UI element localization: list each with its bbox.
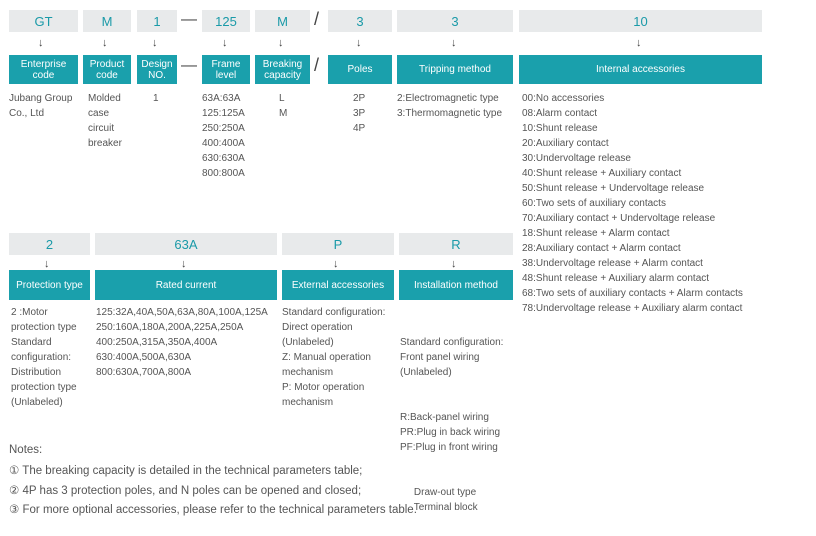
internal-accessories-list: 00:No accessories 08:Alarm contact 10:Shun…	[522, 93, 743, 314]
poles-list: 2P 3P 4P	[353, 93, 366, 134]
rated-current-list: 125:32A,40A,50A,63A,80A,100A,125A 250:160…	[96, 307, 268, 378]
note-item: ② 4P has 3 protection poles, and N poles…	[9, 485, 362, 497]
code-design: 1	[137, 10, 177, 32]
frame-level-list: 63A:63A 125:125A 250:250A 400:400A 630:630A…	[202, 93, 245, 179]
separator-slash: /	[314, 55, 320, 75]
note-item: ③ For more optional accessories, please …	[9, 504, 417, 516]
header-product-code: Product code	[83, 55, 131, 84]
down-arrow-icon: ↓	[102, 37, 108, 49]
header-internal-accessories: Internal accessories	[519, 55, 762, 84]
code-rated-current: 63A	[95, 233, 277, 255]
down-arrow-icon: ↓	[38, 37, 44, 49]
header-design-no: Design NO.	[137, 55, 177, 84]
separator-slash: /	[314, 9, 320, 29]
note-item: ① The breaking capacity is detailed in t…	[9, 465, 363, 477]
down-arrow-icon: ↓	[278, 37, 284, 49]
header-enterprise-code: Enterprise code	[9, 55, 78, 84]
design-description: 1	[153, 93, 159, 104]
protection-type-list: 2 :Motor protection type Standard configur…	[11, 307, 77, 408]
down-arrow-icon: ↓	[451, 37, 457, 49]
down-arrow-icon: ↓	[152, 37, 158, 49]
header-protection-type: Protection type	[9, 270, 90, 300]
down-arrow-icon: ↓	[181, 258, 187, 270]
header-installation-method: Installation method	[399, 270, 513, 300]
header-rated-current: Rated current	[95, 270, 277, 300]
header-frame-level: Frame level	[202, 55, 250, 84]
down-arrow-icon: ↓	[44, 258, 50, 270]
tripping-method-list: 2:Electromagnetic type 3:Thermomagnetic t…	[397, 93, 503, 119]
header-poles: Poles	[328, 55, 392, 84]
code-product: M	[83, 10, 131, 32]
code-external-accessories: P	[282, 233, 394, 255]
code-tripping: 3	[397, 10, 513, 32]
code-installation-method: R	[399, 233, 513, 255]
down-arrow-icon: ↓	[451, 258, 457, 270]
code-internal: 10	[519, 10, 762, 32]
installation-method-list: Standard configuration: Front panel wirin…	[400, 337, 504, 513]
code-frame: 125	[202, 10, 250, 32]
down-arrow-icon: ↓	[636, 37, 642, 49]
down-arrow-icon: ↓	[222, 37, 228, 49]
notes-title: Notes:	[9, 444, 43, 456]
separator-dash: —	[181, 57, 197, 74]
header-tripping-method: Tripping method	[397, 55, 513, 84]
external-accessories-list: Standard configuration: Direct operation(…	[282, 307, 386, 408]
header-external-accessories: External accessories	[282, 270, 394, 300]
enterprise-description: Jubang Group Co., Ltd	[9, 93, 73, 119]
down-arrow-icon: ↓	[333, 258, 339, 270]
product-description: Molded case circuit breaker	[88, 93, 122, 149]
code-poles: 3	[328, 10, 392, 32]
code-enterprise: GT	[9, 10, 78, 32]
code-breaking: M	[255, 10, 310, 32]
down-arrow-icon: ↓	[356, 37, 362, 49]
code-protection-type: 2	[9, 233, 90, 255]
header-breaking-capacity: Breaking capacity	[255, 55, 310, 84]
separator-dash: —	[181, 11, 197, 28]
